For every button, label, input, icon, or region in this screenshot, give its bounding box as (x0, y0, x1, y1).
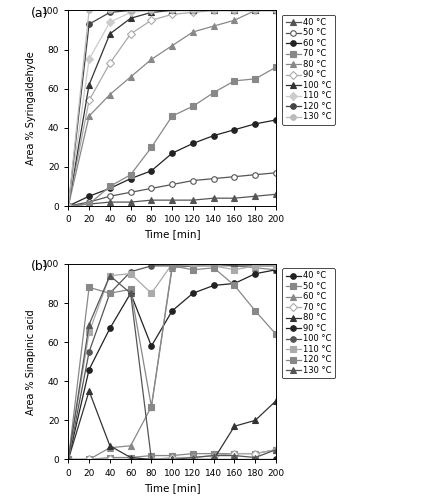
Text: (a): (a) (31, 6, 48, 20)
X-axis label: Time [min]: Time [min] (144, 230, 201, 239)
Legend: 40 °C, 50 °C, 60 °C, 70 °C, 80 °C, 90 °C, 100 °C, 110 °C, 120 °C, 130 °C: 40 °C, 50 °C, 60 °C, 70 °C, 80 °C, 90 °C… (282, 268, 335, 378)
X-axis label: Time [min]: Time [min] (144, 483, 201, 493)
Y-axis label: Area % Syringaldehyde: Area % Syringaldehyde (26, 52, 37, 165)
Text: (b): (b) (31, 260, 48, 273)
Y-axis label: Area % Sinapinic acid: Area % Sinapinic acid (26, 309, 37, 414)
Legend: 40 °C, 50 °C, 60 °C, 70 °C, 80 °C, 90 °C, 100 °C, 110 °C, 120 °C, 130 °C: 40 °C, 50 °C, 60 °C, 70 °C, 80 °C, 90 °C… (282, 14, 335, 125)
